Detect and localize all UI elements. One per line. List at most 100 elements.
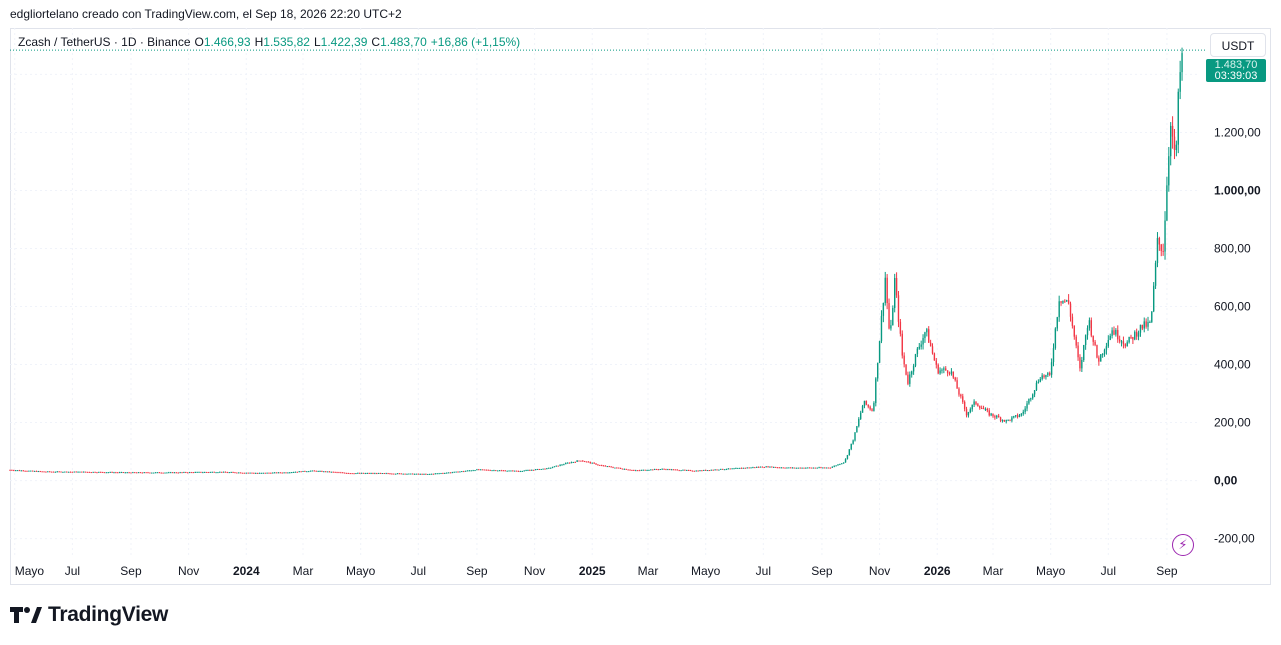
candle-body	[816, 467, 818, 469]
candle-body	[495, 470, 497, 472]
candle-body	[909, 374, 911, 384]
candle-body	[1158, 238, 1161, 245]
candle-body	[13, 470, 15, 472]
candle-body	[657, 469, 660, 471]
candle-body	[1001, 419, 1004, 421]
candle-body	[956, 380, 958, 389]
candle-body	[39, 471, 41, 473]
candle-body	[330, 471, 333, 473]
candle-body	[580, 460, 582, 462]
candle-body	[1060, 301, 1062, 303]
candle-body	[504, 470, 506, 472]
candle-body	[703, 469, 705, 471]
candle-body	[351, 473, 353, 475]
candle-body	[466, 470, 469, 472]
candle-body	[548, 467, 550, 469]
candle-body	[884, 277, 886, 303]
candles	[9, 47, 1183, 475]
candle-body	[171, 472, 174, 474]
candle-body	[521, 470, 523, 472]
candle-body	[300, 471, 302, 473]
candle-body	[663, 468, 665, 470]
candle-body	[1109, 335, 1111, 341]
candle-body	[831, 466, 834, 468]
candle-body	[186, 472, 189, 474]
candle-body	[655, 469, 658, 471]
y-tick-label: 600,00	[1214, 300, 1251, 314]
candle-body	[1113, 330, 1115, 335]
candle-body	[756, 466, 758, 468]
x-tick-label: Nov	[178, 564, 199, 578]
candle-body	[912, 365, 915, 372]
candle-body	[788, 467, 790, 469]
candle-body	[810, 467, 813, 469]
candle-body	[260, 472, 263, 474]
candle-body	[640, 469, 643, 471]
open-value: 1.466,93	[203, 35, 251, 49]
candle-body	[391, 473, 393, 475]
candle-body	[500, 470, 503, 472]
candle-body	[192, 472, 195, 474]
candle-body	[1041, 375, 1043, 380]
candle-body	[691, 470, 694, 472]
candle-body	[576, 460, 578, 462]
candle-body	[797, 467, 799, 469]
candle-body	[364, 473, 367, 475]
candle-body	[559, 464, 561, 466]
candle-body	[599, 464, 601, 466]
candle-body	[428, 473, 431, 475]
candle-body	[844, 458, 847, 463]
candle-body	[926, 329, 928, 333]
candle-body	[859, 412, 862, 419]
candle-body	[22, 470, 24, 472]
candle-body	[298, 471, 300, 473]
candle-body	[362, 472, 365, 474]
candle-body	[309, 470, 312, 472]
candle-body	[1052, 348, 1055, 363]
candle-body	[642, 469, 644, 471]
candle-body	[903, 355, 905, 365]
candle-body	[224, 471, 227, 473]
candle-body	[979, 406, 981, 409]
candle-body	[837, 464, 839, 466]
candle-body	[718, 469, 720, 471]
currency-selector[interactable]: USDT	[1210, 33, 1266, 57]
tradingview-logo-icon	[10, 605, 42, 625]
candle-body	[1141, 324, 1144, 329]
candle-body	[1105, 346, 1108, 350]
candle-body	[103, 472, 106, 474]
candle-body	[427, 473, 429, 475]
candle-body	[750, 467, 752, 469]
candle-body	[824, 467, 826, 469]
candle-body	[935, 360, 937, 365]
candle-body	[77, 471, 79, 473]
symbol-legend: Zcash / TetherUS · 1D · Binance O1.466,9…	[18, 35, 520, 49]
candle-body	[319, 470, 321, 472]
candle-body	[839, 464, 841, 466]
candle-body	[366, 472, 368, 474]
candle-body	[1084, 335, 1087, 346]
symbol-title[interactable]: Zcash / TetherUS · 1D · Binance	[18, 35, 191, 49]
candle-body	[256, 472, 259, 474]
candle-body	[417, 473, 420, 475]
candle-body	[1137, 332, 1140, 337]
candle-body	[621, 468, 624, 470]
candle-body	[290, 472, 293, 474]
candle-body	[928, 329, 930, 343]
candle-body	[1173, 136, 1176, 151]
candle-body	[519, 471, 522, 473]
high-value: 1.535,82	[263, 35, 310, 49]
candle-body	[850, 443, 852, 450]
candle-body	[239, 472, 242, 474]
candle-body	[867, 404, 869, 407]
candle-body	[370, 473, 372, 475]
close-value: 1.483,70	[380, 35, 427, 49]
candle-body	[790, 467, 792, 469]
candle-body	[737, 467, 739, 469]
candle-body	[461, 471, 463, 473]
candle-body	[608, 466, 610, 468]
candle-body	[26, 470, 28, 472]
lightning-icon[interactable]: ⚡	[1172, 534, 1194, 556]
candle-body	[854, 432, 856, 441]
